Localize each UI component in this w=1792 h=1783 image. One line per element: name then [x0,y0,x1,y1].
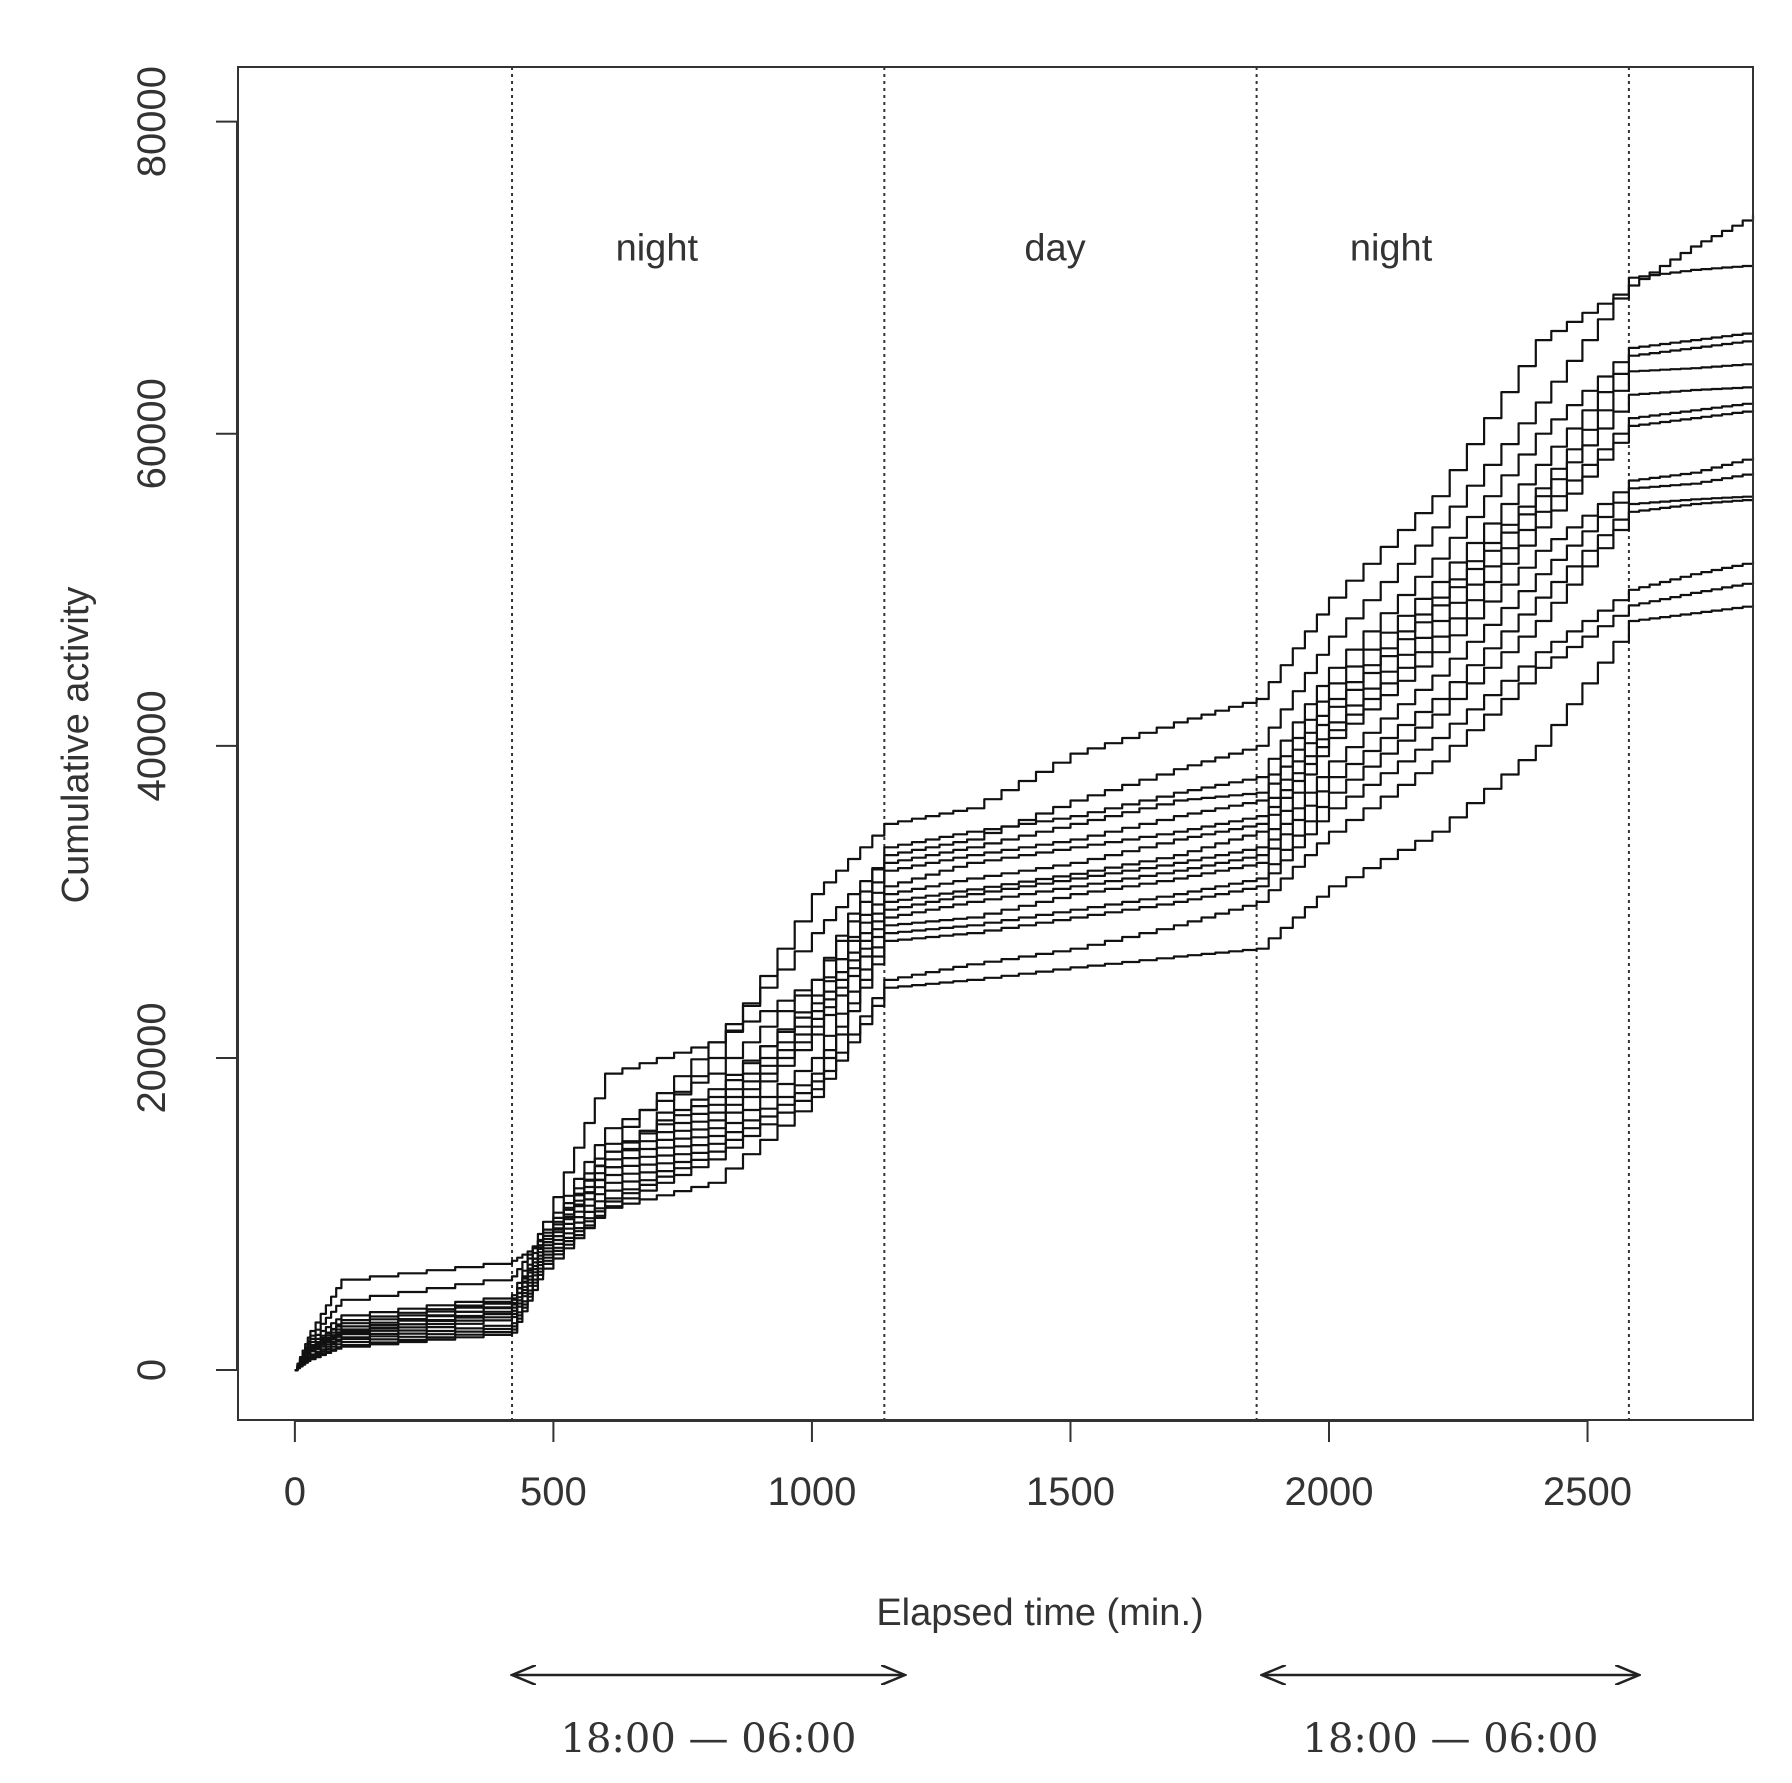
series-line [294,495,1755,1372]
x-tick-label: 2500 [1543,1470,1632,1514]
x-tick-label: 2000 [1285,1470,1374,1514]
period-label-night-2: night [1350,227,1433,269]
series-line [294,386,1755,1372]
period-boundaries [511,67,1630,1420]
series-line [294,561,1755,1372]
series-line [294,499,1755,1372]
series-line [294,332,1755,1372]
series-line [294,402,1755,1372]
y-tick-label: 40000 [130,690,174,801]
y-tick-label: 0 [130,1359,174,1381]
x-tick-label: 0 [284,1470,306,1514]
series-line [294,215,1755,1372]
series-line [294,605,1755,1372]
period-label-day: day [1024,227,1085,269]
series-line [294,410,1755,1372]
x-tick-label: 1500 [1026,1470,1115,1514]
series-lines [294,215,1755,1372]
y-tick-label: 20000 [130,1002,174,1113]
y-tick-label: 80000 [130,66,174,177]
series-line [294,457,1755,1372]
period-label-night-1: night [616,227,699,269]
period-labels: night day night [616,227,1433,269]
x-tick-label: 500 [520,1470,587,1514]
x-axis-label: Elapsed time (min.) [876,1592,1203,1634]
series-line [294,264,1755,1372]
series-line [294,472,1755,1372]
x-tick-label: 1000 [767,1470,856,1514]
time-range-label-1: 18:00 — 06:00 [561,1716,857,1762]
x-axis: 0 500 1000 1500 2000 2500 [284,1420,1632,1514]
y-axis: 0 20000 40000 60000 80000 [130,66,238,1381]
plot-frame [237,66,1754,1421]
series-line [294,582,1755,1372]
time-range-label-2: 18:00 — 06:00 [1303,1716,1599,1762]
time-range-annotations: 18:00 — 06:00 18:00 — 06:00 [512,1675,1639,1762]
y-axis-label: Cumulative activity [55,587,97,904]
y-tick-label: 60000 [130,378,174,489]
